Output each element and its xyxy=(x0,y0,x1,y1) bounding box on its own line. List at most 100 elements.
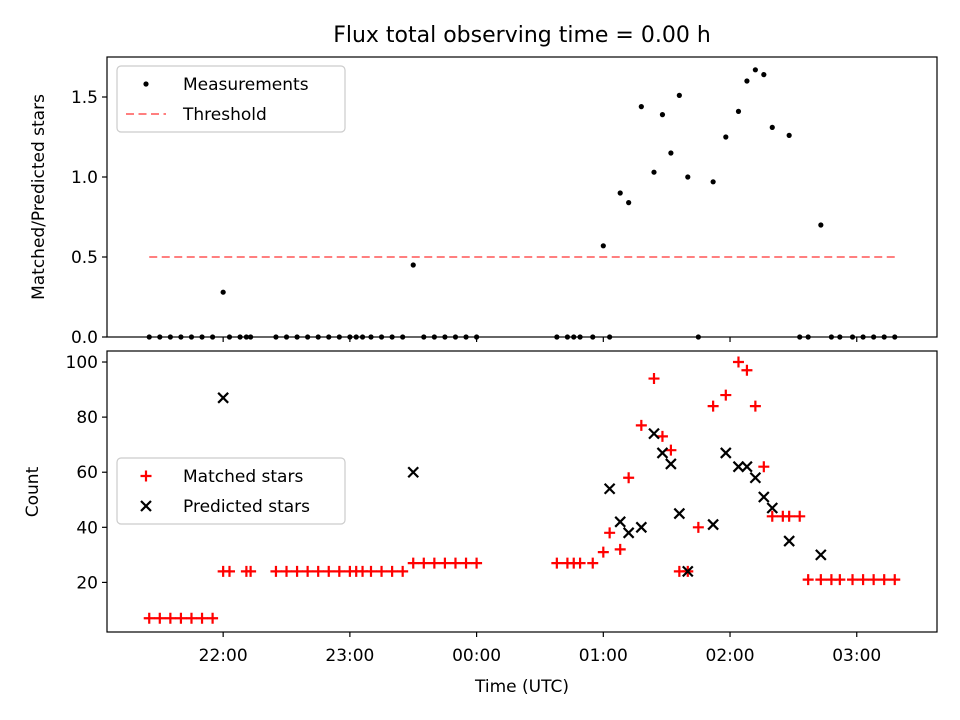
top-data-point xyxy=(769,124,775,130)
top-data-point xyxy=(659,112,666,118)
bottom-data-point xyxy=(428,557,440,569)
bottom-data-point xyxy=(665,458,677,470)
bottom-data-point xyxy=(878,574,890,586)
bottom-series-2 xyxy=(217,392,827,578)
bottom-data-point xyxy=(802,574,814,586)
bottom-data-point xyxy=(386,565,398,577)
bottom-data-point xyxy=(154,612,166,624)
bottom-data-point xyxy=(749,471,762,484)
bottom-data-point xyxy=(207,612,219,624)
bottom-data-point xyxy=(291,565,303,577)
legend-label: Matched stars xyxy=(183,467,303,487)
bottom-data-point xyxy=(196,612,208,624)
bottom-data-point xyxy=(551,557,563,569)
x-tick-label: 00:00 xyxy=(452,646,501,666)
bottom-y-tick-label: 100 xyxy=(66,353,98,373)
bottom-data-point xyxy=(732,460,745,473)
top-y-tick-label: 0.0 xyxy=(71,328,98,348)
bottom-data-point xyxy=(449,557,461,569)
bottom-data-point xyxy=(164,612,176,624)
legend-label: Predicted stars xyxy=(183,497,310,517)
x-axis-label: Time (UTC) xyxy=(474,677,569,697)
bottom-data-point xyxy=(656,430,668,442)
x-tick-label: 03:00 xyxy=(832,646,881,666)
top-data-point xyxy=(723,134,729,140)
bottom-y-tick-label: 20 xyxy=(76,573,98,593)
bottom-y-tick-label: 60 xyxy=(76,463,98,483)
top-y-tick-label: 0.5 xyxy=(71,248,98,268)
top-data-point xyxy=(818,222,824,228)
bottom-data-point xyxy=(604,527,616,539)
top-data-point xyxy=(752,67,758,73)
bottom-data-point xyxy=(365,565,377,577)
top-data-point xyxy=(600,243,606,249)
top-axes-frame xyxy=(106,56,938,338)
top-data-point xyxy=(626,200,632,206)
bottom-data-point xyxy=(741,364,753,376)
bottom-data-point xyxy=(868,574,880,586)
top-data-point xyxy=(735,108,742,114)
bottom-data-point xyxy=(614,516,626,528)
bottom-data-point xyxy=(471,557,483,569)
bottom-data-point xyxy=(217,392,229,404)
bottom-data-point xyxy=(749,400,761,412)
bottom-data-point xyxy=(376,565,388,577)
legend-label: Measurements xyxy=(183,75,309,95)
bottom-data-point xyxy=(418,557,430,569)
x-tick-label: 02:00 xyxy=(706,646,755,666)
bottom-data-point xyxy=(439,557,451,569)
top-data-point xyxy=(668,150,674,156)
bottom-data-point xyxy=(758,491,770,503)
bottom-data-point xyxy=(857,574,869,586)
bottom-data-point xyxy=(794,510,806,522)
top-data-point xyxy=(410,262,416,268)
bottom-data-point xyxy=(223,565,235,577)
bottom-data-point xyxy=(732,356,744,368)
chart-title: Flux total observing time = 0.00 h xyxy=(333,23,711,48)
bottom-data-point xyxy=(603,482,616,495)
bottom-data-point xyxy=(889,574,901,586)
bottom-data-point xyxy=(720,447,732,459)
bottom-data-point xyxy=(815,549,827,561)
bottom-legend: Matched stars Predicted stars xyxy=(116,457,346,525)
top-legend: Measurements Threshold xyxy=(116,65,346,133)
bottom-data-point xyxy=(766,510,778,522)
bottom-series-1 xyxy=(143,356,901,624)
bottom-axes-frame xyxy=(106,350,938,633)
bottom-data-point xyxy=(815,574,827,586)
legend-box xyxy=(116,65,346,133)
top-data-point xyxy=(220,289,226,295)
bottom-data-point xyxy=(707,518,719,531)
bottom-data-point xyxy=(635,419,647,431)
bottom-data-point xyxy=(270,565,282,577)
bottom-data-point xyxy=(245,565,257,577)
x-tick-label: 01:00 xyxy=(579,646,628,666)
bottom-data-point xyxy=(281,565,293,577)
top-panel: 0.0 0.5 1.0 1.5 Measurements Threshold xyxy=(71,56,938,348)
top-data-point xyxy=(710,179,716,185)
top-data-point xyxy=(685,174,691,180)
bottom-y-tick-label: 80 xyxy=(76,408,98,428)
legend-label: Threshold xyxy=(182,105,267,125)
bottom-data-point xyxy=(847,574,859,586)
bottom-panel: 22:00 23:00 00:00 01:00 02:00 03:00 20 40 60 80 10… xyxy=(66,350,938,666)
bottom-data-point xyxy=(175,612,187,624)
bottom-data-point xyxy=(741,460,753,473)
bottom-data-point xyxy=(682,565,694,578)
bottom-y-axis-label: Count xyxy=(23,466,43,517)
bottom-data-point xyxy=(635,521,648,534)
bottom-data-point xyxy=(665,444,677,456)
bottom-data-point xyxy=(766,502,779,514)
legend-swatch xyxy=(143,81,149,87)
top-data-point xyxy=(786,132,792,138)
bottom-data-point xyxy=(407,557,419,569)
x-tick-label: 23:00 xyxy=(325,646,374,666)
bottom-data-point xyxy=(597,546,609,558)
x-tick-label: 22:00 xyxy=(199,646,248,666)
bottom-data-point xyxy=(312,565,324,577)
bottom-data-point xyxy=(397,565,409,577)
bottom-data-point xyxy=(185,612,197,624)
bottom-data-point xyxy=(758,461,770,473)
bottom-data-point xyxy=(834,574,846,586)
